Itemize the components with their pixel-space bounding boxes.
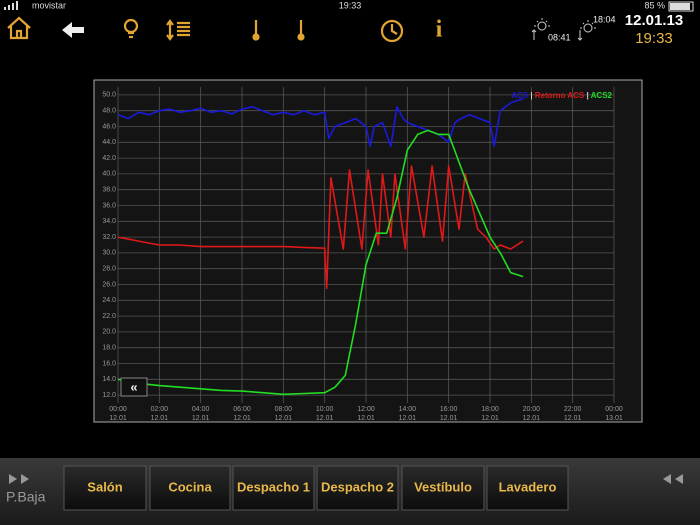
signal-icon: [4, 1, 18, 10]
x-tick-label: 20:00: [523, 406, 541, 413]
x-tick-label: 10:00: [316, 406, 334, 413]
clock: 19:33: [635, 30, 673, 47]
x-tick-label: 00:00: [605, 406, 623, 413]
sunset-time: 18:04: [593, 14, 616, 24]
x-tick-label: 14:00: [399, 406, 417, 413]
floor-label: P.Baja: [6, 489, 46, 505]
x-tick-label: 12:00: [357, 406, 375, 413]
y-tick-label: 24.0: [102, 297, 116, 304]
x-tick-label: 18:00: [481, 406, 499, 413]
x-tick-date: 12.01: [523, 415, 541, 422]
x-tick-label: 16:00: [440, 406, 458, 413]
room-tab-label: Lavadero: [499, 479, 557, 494]
battery-level: 85 %: [644, 0, 665, 10]
x-tick-date: 12.01: [275, 415, 293, 422]
home-button[interactable]: [7, 16, 31, 40]
room-tab-label: Cocina: [168, 479, 212, 494]
x-tick-date: 12.01: [399, 415, 417, 422]
y-tick-label: 32.0: [102, 234, 116, 241]
light-button[interactable]: [123, 18, 139, 39]
y-tick-label: 40.0: [102, 171, 116, 178]
x-tick-date: 12.01: [357, 415, 375, 422]
sunset-icon: [577, 20, 596, 41]
room-tab-label: Despacho 1: [237, 479, 310, 494]
room-tab-label: Vestíbulo: [414, 479, 472, 494]
back-button[interactable]: [62, 22, 84, 38]
room-tab[interactable]: [232, 465, 315, 511]
status-time: 19:33: [339, 0, 362, 10]
legend-entry: ACS2: [591, 91, 613, 100]
series-line: [117, 129, 524, 396]
room-tab[interactable]: [401, 465, 485, 511]
legend-entry: ACS: [511, 91, 529, 100]
y-tick-label: 36.0: [102, 202, 116, 209]
legend: ACS | Retorno ACS | ACS2: [511, 91, 612, 100]
x-tick-date: 12.01: [109, 415, 127, 422]
y-tick-label: 18.0: [102, 345, 116, 352]
y-tick-label: 30.0: [102, 250, 116, 257]
y-tick-label: 12.0: [102, 392, 116, 399]
x-tick-label: 06:00: [233, 406, 251, 413]
collapse-button[interactable]: [120, 377, 148, 397]
x-tick-date: 12.01: [440, 415, 458, 422]
x-tick-label: 00:00: [109, 406, 127, 413]
info-button[interactable]: i: [436, 17, 443, 43]
sunrise-time: 08:41: [548, 32, 571, 42]
room-tab-label: Salón: [87, 479, 122, 494]
room-tabs: Salón Cocina Despacho 1 Despacho 2 Vestíbulo…: [63, 465, 569, 511]
legend-separator: |: [528, 91, 535, 100]
legend-separator: |: [584, 91, 590, 100]
y-tick-label: 22.0: [102, 313, 116, 320]
room-tab[interactable]: [486, 465, 569, 511]
x-tick-date: 12.01: [316, 415, 334, 422]
series-line: [117, 98, 524, 148]
collapse-icon: «: [130, 379, 137, 394]
y-tick-label: 34.0: [102, 218, 116, 225]
room-tab-label: Despacho 2: [321, 479, 394, 494]
chart: 12.0 14.0 16.0 18.0 20.0 22.0 24.0 26.0 28.0 30.0…: [102, 87, 623, 422]
y-tick-label: 38.0: [102, 187, 116, 194]
x-tick-date: 12.01: [481, 415, 499, 422]
temperature-button-2[interactable]: [297, 20, 305, 41]
room-tab[interactable]: [63, 465, 147, 511]
x-tick-date: 12.01: [564, 415, 582, 422]
y-tick-label: 14.0: [102, 376, 116, 383]
x-tick-label: 08:00: [275, 406, 293, 413]
date: 12.01.13: [625, 12, 683, 29]
y-tick-label: 50.0: [102, 92, 116, 99]
x-tick-label: 04:00: [192, 406, 210, 413]
room-tab[interactable]: [316, 465, 399, 511]
battery-fill: [670, 3, 690, 10]
x-tick-date: 12.01: [233, 415, 251, 422]
x-tick-date: 12.01: [192, 415, 210, 422]
room-tab[interactable]: [149, 465, 231, 511]
sunrise-icon: [531, 18, 550, 40]
carrier: movistar: [32, 0, 66, 10]
legend-entry: Retorno ACS: [535, 91, 585, 100]
y-tick-label: 46.0: [102, 123, 116, 130]
x-tick-date: 13.01: [605, 415, 623, 422]
next-floor-button[interactable]: [9, 474, 29, 484]
blinds-button[interactable]: [166, 19, 190, 41]
y-tick-label: 20.0: [102, 329, 116, 336]
prev-floor-button[interactable]: [663, 474, 683, 484]
y-tick-label: 48.0: [102, 108, 116, 115]
chart-panel: [93, 79, 643, 423]
y-tick-label: 28.0: [102, 266, 116, 273]
y-tick-label: 42.0: [102, 155, 116, 162]
x-tick-label: 22:00: [564, 406, 582, 413]
battery-icon: [668, 1, 694, 12]
y-tick-label: 16.0: [102, 360, 116, 367]
x-tick-date: 12.01: [151, 415, 169, 422]
y-tick-label: 26.0: [102, 281, 116, 288]
y-tick-label: 44.0: [102, 139, 116, 146]
x-tick-label: 02:00: [151, 406, 169, 413]
temperature-button[interactable]: [252, 20, 260, 41]
schedule-button[interactable]: [380, 19, 404, 43]
